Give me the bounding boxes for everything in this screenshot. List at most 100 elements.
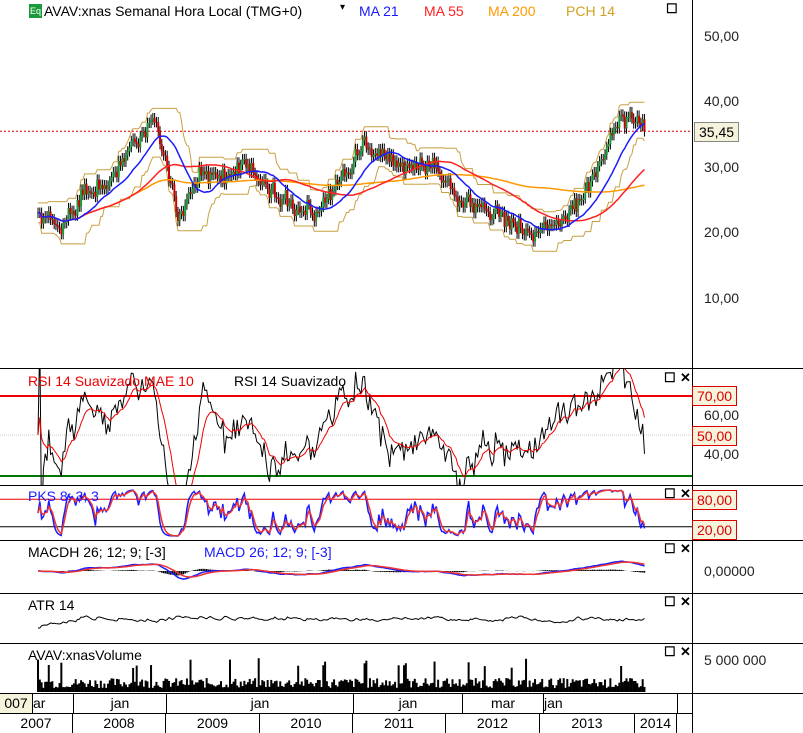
candle-body xyxy=(525,228,528,236)
volume-bar xyxy=(349,679,352,692)
candle-body xyxy=(490,219,493,221)
volume-bar xyxy=(573,681,576,692)
symbol-title[interactable]: AVAV:xnas Semanal Hora Local (TMG+0) xyxy=(44,3,303,19)
close-icon[interactable]: ✕ xyxy=(680,486,691,501)
close-icon[interactable]: ✕ xyxy=(680,644,691,659)
candle-body xyxy=(333,190,336,192)
candle-body xyxy=(577,199,580,212)
volume-bar xyxy=(368,678,371,692)
atr-label[interactable]: ATR 14 xyxy=(28,597,75,613)
volume-bar xyxy=(478,681,481,692)
symbol-dropdown-icon[interactable]: ▾ xyxy=(340,2,346,13)
candle-body xyxy=(609,132,612,145)
volume-bar xyxy=(415,682,418,692)
volume-bar xyxy=(128,684,131,692)
candle-body xyxy=(169,181,172,183)
rsi-label[interactable]: RSI 14 Suavizado xyxy=(234,373,347,389)
volume-plot[interactable] xyxy=(0,644,692,693)
volume-bar xyxy=(419,685,422,692)
volume-bar xyxy=(498,678,501,692)
atr-plot[interactable] xyxy=(0,594,692,643)
volume-bar xyxy=(347,682,350,692)
volume-bar xyxy=(356,679,359,692)
maximize-icon[interactable]: ☐ xyxy=(664,594,676,609)
pks-plot[interactable] xyxy=(0,486,692,540)
maximize-icon[interactable]: ☐ xyxy=(664,541,676,556)
close-icon[interactable]: ✕ xyxy=(680,370,691,385)
volume-bar xyxy=(523,679,526,692)
candle-body xyxy=(612,128,615,136)
volume-bar xyxy=(191,680,194,692)
candle-body xyxy=(293,208,296,217)
volume-bar xyxy=(45,681,48,692)
maximize-icon[interactable]: ☐ xyxy=(664,486,676,501)
close-icon[interactable]: ✕ xyxy=(680,594,691,609)
volume-bar xyxy=(505,678,508,692)
candle-body xyxy=(128,147,131,152)
volume-bar xyxy=(404,663,407,692)
macdh-label[interactable]: MACDH 26; 12; 9; [-3] xyxy=(28,544,166,560)
candle-body xyxy=(141,132,144,137)
candle-body xyxy=(514,222,517,227)
volume-bar xyxy=(184,684,187,692)
volume-bar xyxy=(542,687,545,692)
volume-bar xyxy=(476,683,479,692)
ma21-label[interactable]: MA 21 xyxy=(359,3,399,19)
macd-plot[interactable] xyxy=(0,541,692,593)
candle-body xyxy=(523,233,526,236)
volume-bar xyxy=(263,681,266,692)
time-axis[interactable]: 007 ar jan jan jan mar jan 2007 2008 200… xyxy=(0,694,692,733)
rsi-mae-label[interactable]: RSI 14 Suavizado MAE 10 xyxy=(28,373,194,389)
candle-body xyxy=(480,204,483,208)
candle-body xyxy=(630,112,633,119)
maximize-icon[interactable]: ☐ xyxy=(664,644,676,659)
candle-body xyxy=(442,180,445,183)
volume-label[interactable]: AVAV:xnasVolume xyxy=(28,647,142,663)
volume-bar xyxy=(359,683,362,692)
macd-label[interactable]: MACD 26; 12; 9; [-3] xyxy=(204,544,332,560)
close-icon[interactable]: ✕ xyxy=(680,541,691,556)
candle-body xyxy=(638,115,641,123)
volume-bar xyxy=(627,681,630,692)
pch14-label[interactable]: PCH 14 xyxy=(566,3,616,19)
candle-body xyxy=(295,209,298,217)
volume-bar xyxy=(245,684,248,692)
candle-body xyxy=(318,211,321,213)
volume-bar xyxy=(413,678,416,692)
volume-bar xyxy=(185,678,188,692)
candle-body xyxy=(71,210,74,215)
volume-bar xyxy=(395,687,398,692)
volume-bar xyxy=(621,682,624,692)
volume-bar xyxy=(254,678,257,692)
candle-body xyxy=(311,212,314,216)
pks-label[interactable]: PKS 8; 3; 3 xyxy=(28,488,99,504)
volume-bar xyxy=(302,685,305,692)
volume-bar xyxy=(612,686,615,692)
rsi-plot[interactable] xyxy=(0,369,692,485)
volume-bar xyxy=(528,680,531,692)
volume-bar xyxy=(137,685,140,692)
volume-bar xyxy=(60,662,63,692)
ma200-label[interactable]: MA 200 xyxy=(488,3,536,19)
volume-bar xyxy=(589,684,592,692)
volume-bar xyxy=(119,684,122,692)
candle-body xyxy=(539,227,542,234)
maximize-icon[interactable]: ☐ xyxy=(664,370,676,385)
candle-body xyxy=(467,194,470,198)
volume-bar xyxy=(106,683,109,692)
candle-body xyxy=(108,181,111,186)
candle-body xyxy=(185,198,188,205)
pks-20-box: 20,00 xyxy=(692,520,738,540)
price-plot[interactable] xyxy=(0,0,692,368)
volume-bar xyxy=(139,681,142,692)
candle-body xyxy=(298,206,301,213)
ma55-label[interactable]: MA 55 xyxy=(424,3,464,19)
volume-bar xyxy=(562,678,565,692)
volume-bar xyxy=(460,686,463,692)
maximize-icon[interactable]: ☐ xyxy=(666,1,678,16)
pch14-lower-line xyxy=(38,137,645,252)
pks-d-line xyxy=(37,489,646,537)
candle-body xyxy=(126,151,129,156)
volume-bar xyxy=(69,686,72,692)
candle-body xyxy=(426,160,429,175)
